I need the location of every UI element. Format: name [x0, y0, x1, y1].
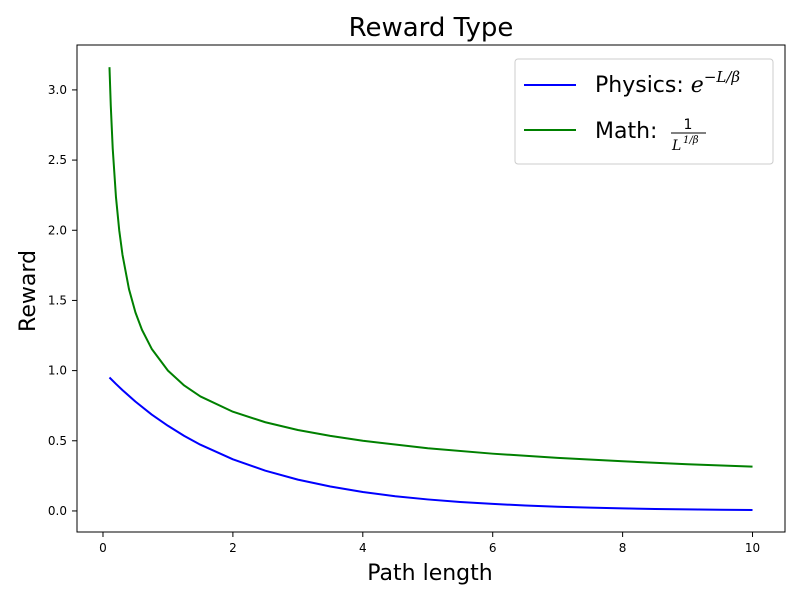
legend-label-math: Math:: [595, 119, 657, 144]
legend: Physics: e−L/β Math: 1 L 1/β: [514, 58, 774, 165]
x-tick-label: 6: [489, 541, 497, 555]
x-tick-label: 8: [619, 541, 627, 555]
legend-prefix-physics: Physics:: [595, 73, 691, 98]
legend-formula-math-denominator-exponent: 1/β: [683, 135, 699, 146]
x-axis-ticks: 0 2 4 6 8 10: [99, 532, 760, 555]
plot-area: [76, 44, 786, 533]
plot-frame: [76, 44, 786, 533]
legend-formula-math: 1 L 1/β: [671, 117, 706, 154]
x-tick-label: 2: [229, 541, 237, 555]
x-axis-label: Path length: [367, 561, 492, 586]
x-tick-label: 4: [359, 541, 367, 555]
legend-formula-math-denominator: L: [671, 138, 681, 154]
series-line-1: [108, 67, 753, 468]
legend-label-physics: Physics: e−L/β: [595, 68, 740, 98]
y-tick-label: 2.5: [48, 153, 67, 167]
x-tick-label: 10: [745, 541, 760, 555]
x-tick-label: 0: [99, 541, 107, 555]
series-line-0: [108, 376, 753, 511]
y-tick-label: 3.0: [48, 83, 67, 97]
y-tick-label: 1.0: [48, 364, 67, 378]
y-axis-label: Reward: [16, 250, 41, 332]
y-axis-ticks: 0.0 0.5 1.0 1.5 2.0 2.5 3.0: [48, 83, 77, 518]
y-tick-label: 2.0: [48, 223, 67, 237]
legend-formula-physics-base: e: [691, 73, 704, 98]
legend-frame: [514, 58, 774, 165]
chart-title: Reward Type: [349, 13, 514, 43]
legend-formula-physics-exponent: −L/β: [704, 68, 741, 86]
legend-formula-math-numerator: 1: [684, 117, 693, 133]
y-tick-label: 1.5: [48, 293, 67, 307]
y-tick-label: 0.5: [48, 434, 67, 448]
y-tick-label: 0.0: [48, 504, 67, 518]
